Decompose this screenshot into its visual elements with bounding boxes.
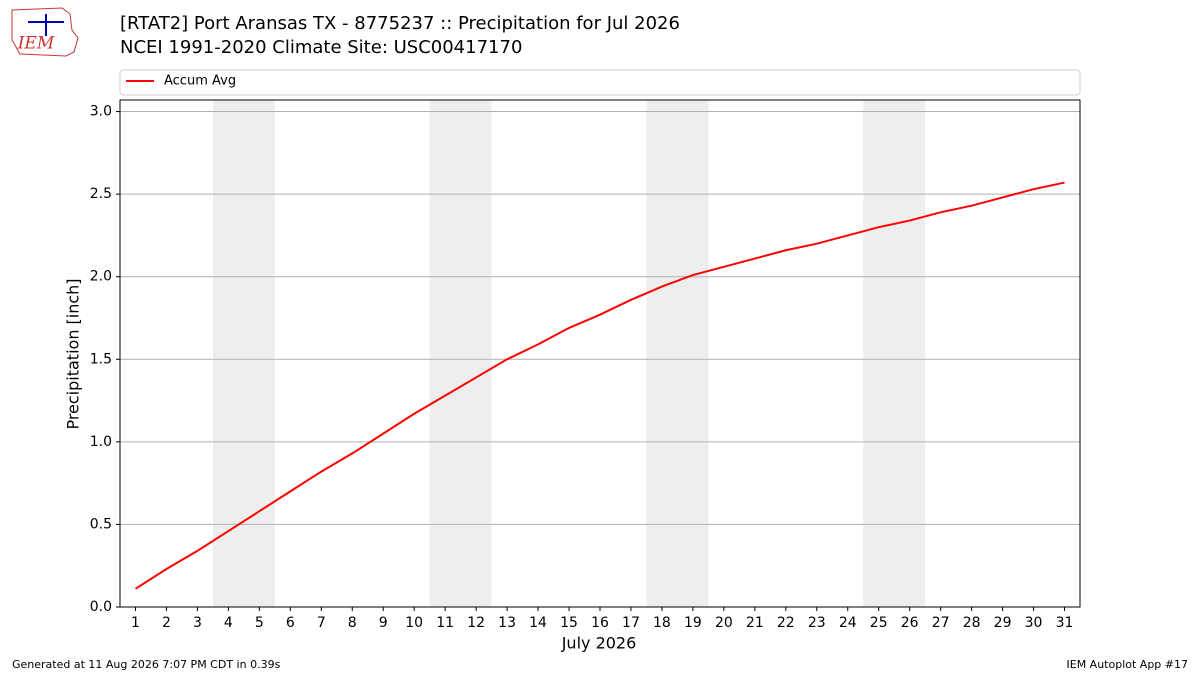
x-tick-label: 16 [591,615,609,631]
y-tick-label: 1.5 [90,351,112,367]
logo: IEM [11,7,79,57]
weekend-band [863,100,926,607]
legend-label: Accum Avg [164,74,236,89]
x-tick-label: 6 [286,615,295,631]
x-axis-label: July 2026 [561,634,637,653]
x-tick-label: 28 [963,615,981,631]
x-tick-label: 21 [746,615,764,631]
footer-left: Generated at 11 Aug 2026 7:07 PM CDT in … [12,658,281,671]
x-tick-label: 2 [162,615,171,631]
logo-outline [11,7,79,57]
x-tick-label: 22 [777,615,795,631]
x-tick-label: 1 [131,615,140,631]
logo-text: IEM [17,34,55,54]
chart-title: [RTAT2] Port Aransas TX - 8775237 :: Pre… [120,13,680,34]
x-tick-label: 14 [529,615,547,631]
y-tick-label: 2.5 [90,186,112,202]
weekend-band [429,100,492,607]
plot-frame [119,99,1081,608]
x-tick-label: 25 [870,615,888,631]
chart-subtitle: NCEI 1991-2020 Climate Site: USC00417170 [120,37,522,58]
footer-right: IEM Autoplot App #17 [1067,658,1189,671]
x-tick-label: 18 [653,615,671,631]
x-tick-label: 9 [379,615,388,631]
weekend-band [646,100,709,607]
x-tick-label: 13 [498,615,516,631]
x-tick-label: 7 [317,615,326,631]
series-line [134,181,1065,590]
x-tick-label: 20 [715,615,733,631]
x-tick-label: 17 [622,615,640,631]
x-tick-label: 23 [808,615,826,631]
x-tick-label: 12 [467,615,485,631]
x-tick-label: 15 [560,615,578,631]
x-tick-label: 24 [839,615,857,631]
x-tick-label: 3 [193,615,202,631]
x-tick-label: 10 [405,615,423,631]
x-tick-label: 19 [684,615,702,631]
x-tick-label: 4 [224,615,233,631]
weekend-band [212,100,275,607]
x-tick-label: 30 [1025,615,1043,631]
x-tick-label: 27 [932,615,950,631]
x-tick-label: 29 [994,615,1012,631]
x-tick-label: 11 [436,615,454,631]
x-tick-label: 31 [1056,615,1074,631]
x-tick-label: 5 [255,615,264,631]
x-tick-label: 8 [348,615,357,631]
y-tick-label: 1.0 [90,434,112,450]
y-tick-label: 0.5 [90,516,112,532]
y-tick-label: 0.0 [90,599,112,615]
y-axis-label: Precipitation [inch] [64,278,83,429]
x-tick-label: 26 [901,615,919,631]
legend-box [119,69,1081,96]
y-tick-label: 3.0 [90,104,112,120]
y-tick-label: 2.0 [90,269,112,285]
